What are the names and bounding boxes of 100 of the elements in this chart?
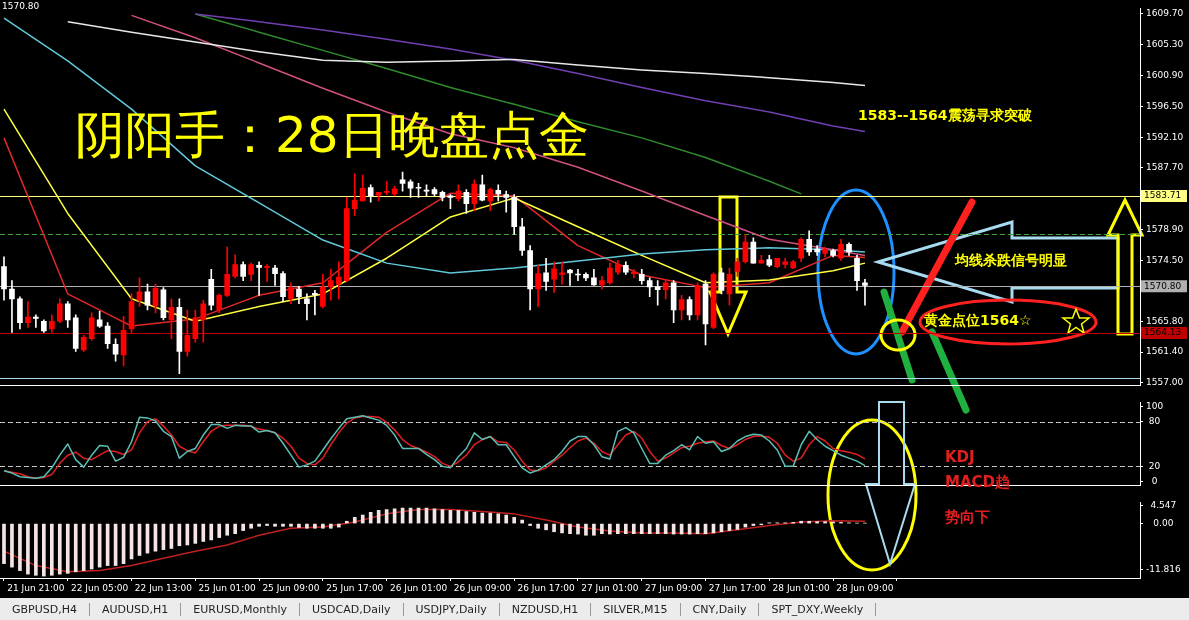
candlestick: [328, 269, 334, 301]
x-tick-label: 28 Jun 01:00: [772, 582, 831, 593]
x-tick-label: 28 Jun 09:00: [836, 582, 894, 593]
bar: [2, 523, 6, 564]
bar: [608, 523, 612, 535]
candlestick: [559, 261, 565, 285]
y-tick-label: 1574.50: [1146, 254, 1184, 265]
bar: [209, 523, 214, 541]
bar: [26, 523, 30, 575]
bar: [313, 523, 317, 529]
bar: [49, 523, 54, 576]
bar: [265, 523, 269, 526]
annotation: 势向下: [945, 508, 990, 526]
bar: [233, 523, 238, 535]
candlestick: [264, 264, 270, 282]
bar: [42, 523, 46, 577]
bar: [321, 523, 325, 529]
annotation: 1570.80: [2, 1, 40, 12]
bar: [257, 523, 261, 527]
text: NZDUSD,H1: [499, 602, 592, 616]
candlestick: [814, 245, 820, 256]
bar: [536, 523, 540, 529]
x-tick-label: 25 Jun 17:00: [326, 582, 384, 593]
bar: [352, 517, 357, 524]
bar: [89, 523, 94, 570]
candlestick: [9, 280, 15, 333]
bar: [336, 523, 341, 528]
bar: [520, 519, 524, 524]
bar: [289, 523, 293, 527]
x-tick-label: 26 Jun 01:00: [389, 582, 448, 593]
bar: [201, 523, 206, 542]
bar: [73, 523, 78, 573]
bar: [623, 523, 628, 535]
text: SPT_DXY,Weekly: [759, 602, 877, 616]
bar: [193, 523, 198, 544]
bar: [241, 523, 245, 531]
candlestick: [33, 314, 39, 328]
x-tick-label: 25 Jun 09:00: [262, 582, 320, 593]
bar: [552, 523, 556, 533]
ref-line-label: 1564.13: [1144, 327, 1182, 338]
bar: [376, 510, 381, 524]
bar: [34, 523, 38, 576]
bar: [297, 523, 301, 528]
text: USDCAD,Daily: [300, 602, 404, 616]
bar: [217, 523, 222, 538]
candlestick: [304, 293, 310, 321]
y-tick-label: 1557.00: [1146, 377, 1184, 388]
text: EURUSD,Monthly: [181, 602, 301, 616]
candlestick: [495, 184, 502, 202]
text: USDJPY,Daily: [403, 602, 500, 616]
bar: [528, 523, 532, 526]
bar: [815, 521, 819, 524]
y-tick-label: 80: [1148, 415, 1161, 426]
x-tick-label: 27 Jun 09:00: [645, 582, 703, 593]
bar: [823, 521, 827, 524]
bar: [631, 523, 636, 535]
x-tick-label: 27 Jun 01:00: [581, 582, 639, 593]
bar: [305, 523, 309, 529]
y-tick-label: 0: [1151, 475, 1158, 486]
y-tick-label: 4.547: [1150, 500, 1177, 511]
y-tick-label: 20: [1148, 460, 1161, 471]
x-tick-label: 26 Jun 09:00: [453, 582, 512, 593]
bar: [639, 523, 644, 535]
bar: [655, 523, 660, 535]
bar: [600, 523, 604, 535]
bar: [65, 523, 70, 574]
bar: [480, 512, 485, 524]
y-tick-label: 1605.30: [1146, 39, 1184, 50]
ref-line-label: 1583.71: [1144, 190, 1182, 201]
bar: [10, 523, 14, 568]
bar: [504, 514, 509, 524]
bar: [18, 523, 22, 571]
bar: [57, 523, 62, 575]
candlestick: [630, 269, 637, 279]
annotation: 黄金点位1564☆: [924, 312, 1032, 329]
y-tick-label: 1592.10: [1146, 131, 1184, 142]
annotation: 均线杀跌信号明显: [955, 252, 1067, 269]
y-tick-label: 1596.50: [1146, 100, 1184, 111]
bar: [576, 523, 580, 535]
bar: [584, 523, 588, 536]
y-tick-label: 1587.70: [1146, 162, 1184, 173]
bar: [544, 523, 548, 531]
candlestick: [312, 290, 318, 316]
x-tick-label: 22 Jun 13:00: [134, 582, 193, 593]
x-tick-label: 27 Jun 17:00: [708, 582, 767, 593]
bar: [368, 511, 373, 524]
annotation: KDJ: [945, 448, 975, 466]
bar: [81, 523, 86, 571]
bar: [568, 523, 572, 535]
y-tick-label: -11.816: [1145, 563, 1182, 574]
bar: [281, 523, 285, 527]
bar: [592, 523, 596, 536]
candlestick: [351, 173, 358, 216]
y-tick-label: 1600.90: [1146, 69, 1184, 80]
x-tick-label: 22 Jun 05:00: [71, 582, 129, 593]
bar: [329, 523, 333, 529]
x-tick-label: 26 Jun 17:00: [517, 582, 575, 593]
bar: [616, 523, 620, 535]
candlestick: [862, 278, 868, 306]
x-tick-label: 25 Jun 01:00: [198, 582, 257, 593]
